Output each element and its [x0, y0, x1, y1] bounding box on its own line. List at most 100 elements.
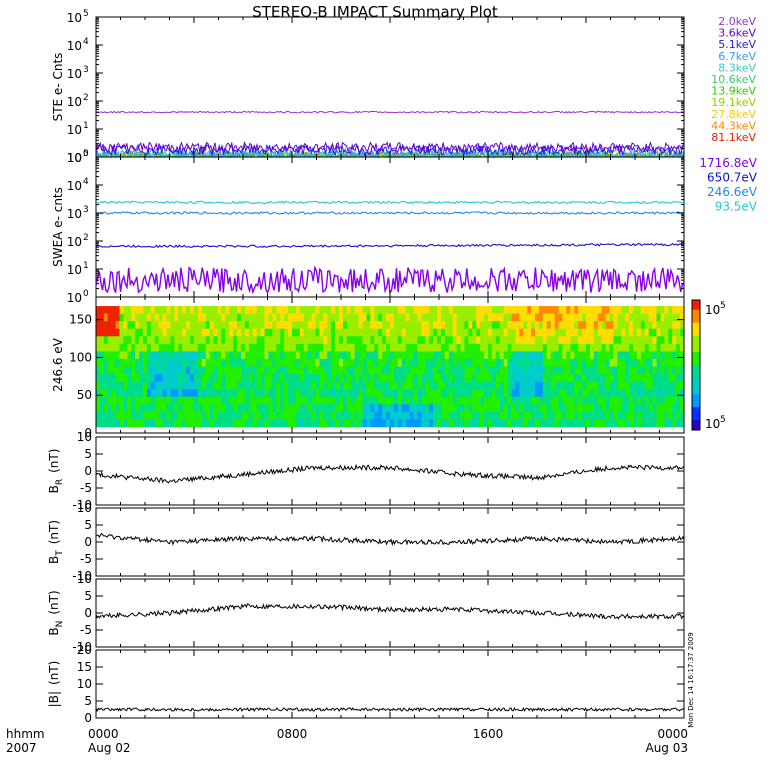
spectrogram-cell	[103, 328, 109, 337]
spectrogram-cell	[417, 396, 422, 405]
spectrogram-cell	[484, 419, 489, 428]
colorbar-swatch	[692, 361, 700, 366]
spectrogram-cell	[425, 374, 430, 382]
spectrogram-cell	[182, 321, 187, 330]
spectrogram-cell	[366, 374, 371, 382]
spectrogram-cell	[629, 396, 634, 405]
spectrogram-cell	[601, 351, 606, 360]
spectrogram-cell	[111, 313, 116, 322]
spectrogram-cell	[323, 374, 328, 382]
spectrogram-cell	[503, 313, 508, 322]
spectrogram-cell	[244, 381, 250, 390]
spectrogram-cell	[158, 381, 163, 390]
spectrogram-cell	[472, 396, 477, 405]
spectrogram-cell	[554, 404, 559, 413]
spectrogram-cell	[319, 306, 324, 314]
spectrogram-cell	[342, 411, 348, 420]
spectrogram-cell	[366, 404, 371, 413]
spectrogram-cell	[460, 336, 465, 345]
spectrogram-cell	[154, 389, 160, 398]
spectrogram-cell	[413, 358, 418, 367]
spectrogram-cell	[523, 381, 528, 390]
spectrogram-cell	[390, 366, 395, 375]
spectrogram-cell	[511, 396, 516, 405]
colorbar-swatch	[692, 335, 700, 340]
spectrogram-cell	[213, 396, 218, 405]
spectrogram-cell	[288, 404, 293, 413]
spectrogram-cell	[170, 321, 175, 330]
spectrogram-cell	[146, 313, 152, 322]
spectrogram-cell	[503, 381, 508, 390]
spectrogram-cell	[625, 389, 630, 398]
spectrogram-cell	[633, 374, 638, 382]
spectrogram-cell	[374, 328, 379, 337]
spectrogram-cell	[452, 404, 457, 413]
spectrogram-cell	[174, 313, 179, 322]
spectrogram-cell	[213, 313, 218, 322]
spectrogram-cell	[131, 306, 136, 314]
spectrogram-cell	[119, 396, 124, 405]
spectrogram-cell	[107, 358, 112, 367]
spectrogram-cell	[511, 321, 516, 330]
spectrogram-cell	[562, 328, 567, 337]
spectrogram-cell	[123, 336, 128, 345]
field-ylabel-main: B	[47, 485, 61, 493]
spectrogram-cell	[166, 411, 171, 420]
spectrogram-cell	[119, 389, 124, 398]
spectrogram-cell	[511, 411, 516, 420]
spectrogram-cell	[574, 321, 579, 330]
spectrogram-cell	[150, 358, 156, 367]
spectrogram-cell	[284, 404, 289, 413]
field-ylabel-unit: (nT)	[47, 449, 61, 473]
spectrogram-cell	[570, 411, 575, 420]
spectrogram-cell	[99, 366, 105, 375]
spectrogram-cell	[511, 336, 516, 345]
spectrogram-cell	[440, 358, 446, 367]
spectrogram-cell	[143, 419, 148, 428]
spectrogram-cell	[640, 343, 646, 352]
spectrogram-cell	[237, 328, 242, 337]
spectrogram-cell	[170, 411, 175, 420]
spectrogram-cell	[280, 389, 285, 398]
spectrogram-cell	[99, 411, 105, 420]
spectrogram-cell	[625, 374, 630, 382]
spectrogram-cell	[464, 343, 469, 352]
spectrogram-cell	[127, 419, 132, 428]
spectrogram-cell	[346, 396, 352, 405]
spectrogram-cell	[252, 374, 258, 382]
spectrogram-cell	[260, 404, 265, 413]
spectrogram-cell	[566, 381, 571, 390]
spectrogram-cell	[433, 306, 438, 314]
spectrogram-cell	[315, 343, 320, 352]
spectrogram-cell	[503, 336, 508, 345]
spectrogram-cell	[452, 313, 457, 322]
spectrogram-cell	[609, 336, 614, 345]
spectrogram-cell	[495, 358, 501, 367]
spectrogram-cell	[676, 389, 681, 398]
spectrogram-cell	[295, 336, 301, 345]
spectrogram-cell	[260, 366, 265, 375]
y-tick-label: 10	[77, 430, 92, 444]
spectrogram-cell	[284, 351, 289, 360]
spectrogram-cell	[213, 389, 218, 398]
spectrogram-cell	[413, 404, 418, 413]
spectrogram-cell	[311, 411, 316, 420]
spectrogram-cell	[233, 343, 238, 352]
spectrogram-cell	[386, 389, 391, 398]
spectrogram-cell	[680, 313, 685, 322]
spectrogram-cell	[135, 419, 140, 428]
spectrogram-cell	[605, 358, 610, 367]
spectrogram-cell	[162, 381, 167, 390]
spectrogram-cell	[241, 336, 246, 345]
spectrogram-cell	[103, 396, 109, 405]
spectrogram-cell	[135, 358, 140, 367]
spectrogram-cell	[103, 366, 109, 375]
spectrogram-cell	[507, 321, 512, 330]
plot-title: STEREO-B IMPACT Summary Plot	[252, 3, 498, 21]
spectrogram-cell	[664, 411, 669, 420]
spectrogram-cell	[256, 366, 261, 375]
spectrogram-cell	[350, 351, 356, 360]
spectrogram-cell	[499, 396, 504, 405]
spectrogram-cell	[680, 358, 685, 367]
